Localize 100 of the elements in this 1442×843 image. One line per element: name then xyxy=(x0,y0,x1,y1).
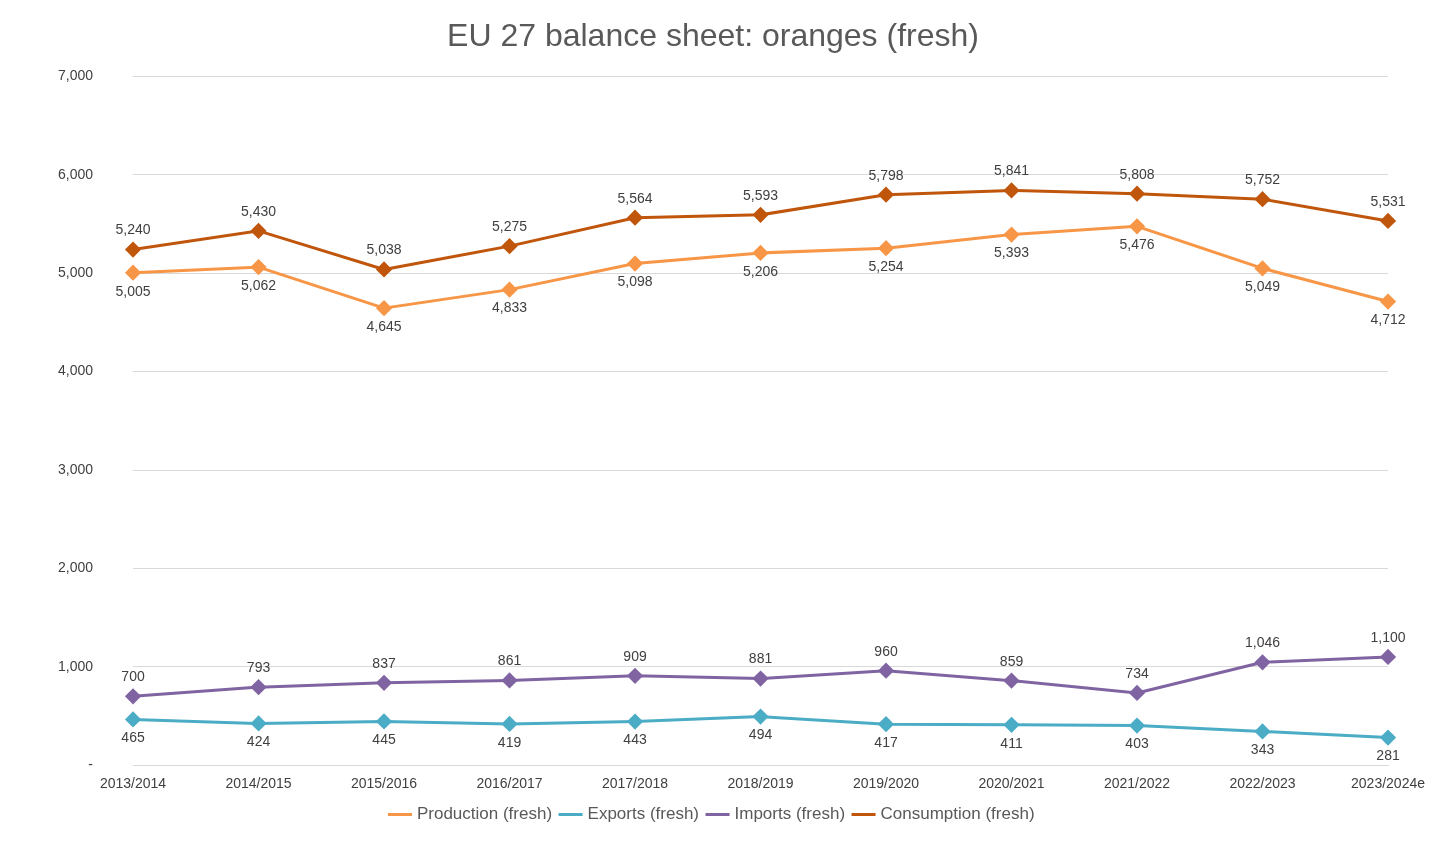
point xyxy=(1129,186,1145,202)
data-label: 403 xyxy=(1125,735,1149,752)
data-label: 5,275 xyxy=(492,218,528,234)
point xyxy=(125,265,141,281)
point xyxy=(376,261,392,277)
point xyxy=(125,711,141,727)
data-label: 5,206 xyxy=(743,262,779,279)
x-tick-label: 2013/2014 xyxy=(99,775,167,792)
legend-label: Exports (fresh) xyxy=(587,804,700,824)
x-tick-label: 2018/2019 xyxy=(727,775,794,792)
data-label: 5,798 xyxy=(868,166,904,183)
point xyxy=(878,663,894,679)
data-label: 5,476 xyxy=(1119,236,1155,253)
point xyxy=(753,671,769,687)
point xyxy=(753,207,769,223)
point xyxy=(251,679,267,695)
point xyxy=(878,240,894,256)
data-label: 4,645 xyxy=(366,317,402,334)
point xyxy=(1129,218,1145,234)
data-label: 1,046 xyxy=(1245,634,1281,651)
point xyxy=(1129,685,1145,701)
legend-label: Production (fresh) xyxy=(416,804,553,824)
data-label: 5,240 xyxy=(115,221,151,238)
point xyxy=(376,300,392,316)
data-label: 960 xyxy=(874,642,898,659)
y-tick-label: 7,000 xyxy=(57,67,94,84)
data-label: 837 xyxy=(372,654,396,671)
point xyxy=(627,256,643,272)
x-tick-label: 2023/2024e xyxy=(1351,775,1426,792)
data-label: 1,100 xyxy=(1370,628,1406,645)
data-label: 424 xyxy=(246,733,271,750)
data-label: 861 xyxy=(497,652,522,669)
legend-label: Consumption (fresh) xyxy=(880,804,1035,824)
chart-title: EU 27 balance sheet: oranges (fresh) xyxy=(447,17,979,54)
legend-label: Imports (fresh) xyxy=(734,804,846,824)
x-tick-label: 2020/2021 xyxy=(978,775,1045,792)
y-tick-label: 3,000 xyxy=(57,460,94,477)
data-label: 700 xyxy=(121,668,145,685)
data-label: 411 xyxy=(1000,734,1023,751)
data-label: 5,430 xyxy=(241,202,277,219)
data-label: 4,833 xyxy=(492,299,528,316)
data-label: 494 xyxy=(748,726,773,743)
point xyxy=(251,223,267,239)
data-label: 793 xyxy=(246,659,271,676)
x-tick-label: 2017/2018 xyxy=(601,775,669,792)
point xyxy=(125,242,141,258)
x-tick-label: 2014/2015 xyxy=(225,775,292,792)
y-tick-label: 2,000 xyxy=(57,559,94,576)
data-label: 343 xyxy=(1250,741,1275,758)
x-tick-label: 2022/2023 xyxy=(1229,775,1296,792)
x-tick-label: 2015/2016 xyxy=(350,775,418,792)
y-tick-label: - xyxy=(88,756,94,773)
data-label: 5,049 xyxy=(1245,278,1281,295)
data-label: 465 xyxy=(121,729,145,746)
data-label: 5,005 xyxy=(115,282,151,299)
y-tick-label: 1,000 xyxy=(57,657,94,674)
y-tick-label: 6,000 xyxy=(57,165,94,182)
point xyxy=(1004,182,1020,198)
y-tick-label: 5,000 xyxy=(57,264,94,281)
point xyxy=(1004,227,1020,243)
data-label: 445 xyxy=(372,731,396,748)
y-tick-label: 4,000 xyxy=(57,362,94,379)
data-label: 909 xyxy=(623,647,647,664)
point xyxy=(1255,723,1271,739)
point xyxy=(502,282,518,298)
x-tick-label: 2016/2017 xyxy=(476,775,543,792)
data-label: 5,808 xyxy=(1119,165,1155,182)
point xyxy=(1380,294,1396,310)
point xyxy=(627,210,643,226)
point xyxy=(1004,717,1020,733)
point xyxy=(878,716,894,732)
point xyxy=(1255,654,1271,670)
data-label: 5,531 xyxy=(1370,192,1406,209)
point xyxy=(1255,260,1271,276)
point xyxy=(627,714,643,730)
point xyxy=(1380,730,1396,746)
point xyxy=(1380,213,1396,229)
point xyxy=(502,672,518,688)
point xyxy=(251,259,267,275)
data-label: 859 xyxy=(999,652,1024,669)
data-label: 4,712 xyxy=(1370,311,1406,328)
data-label: 5,593 xyxy=(743,186,779,203)
point xyxy=(1380,649,1396,665)
point xyxy=(1004,673,1020,689)
data-label: 281 xyxy=(1376,747,1400,764)
data-label: 419 xyxy=(497,733,522,750)
data-label: 5,098 xyxy=(617,273,653,290)
x-tick-label: 2019/2020 xyxy=(852,775,920,792)
data-label: 734 xyxy=(1125,664,1149,681)
data-label: 5,393 xyxy=(994,244,1030,261)
point xyxy=(376,713,392,729)
point xyxy=(502,716,518,732)
data-label: 5,062 xyxy=(241,276,277,293)
data-label: 881 xyxy=(748,650,773,667)
data-label: 5,564 xyxy=(617,189,653,206)
point xyxy=(878,187,894,203)
point xyxy=(376,675,392,691)
point xyxy=(753,245,769,261)
point xyxy=(627,668,643,684)
data-label: 443 xyxy=(623,731,647,748)
